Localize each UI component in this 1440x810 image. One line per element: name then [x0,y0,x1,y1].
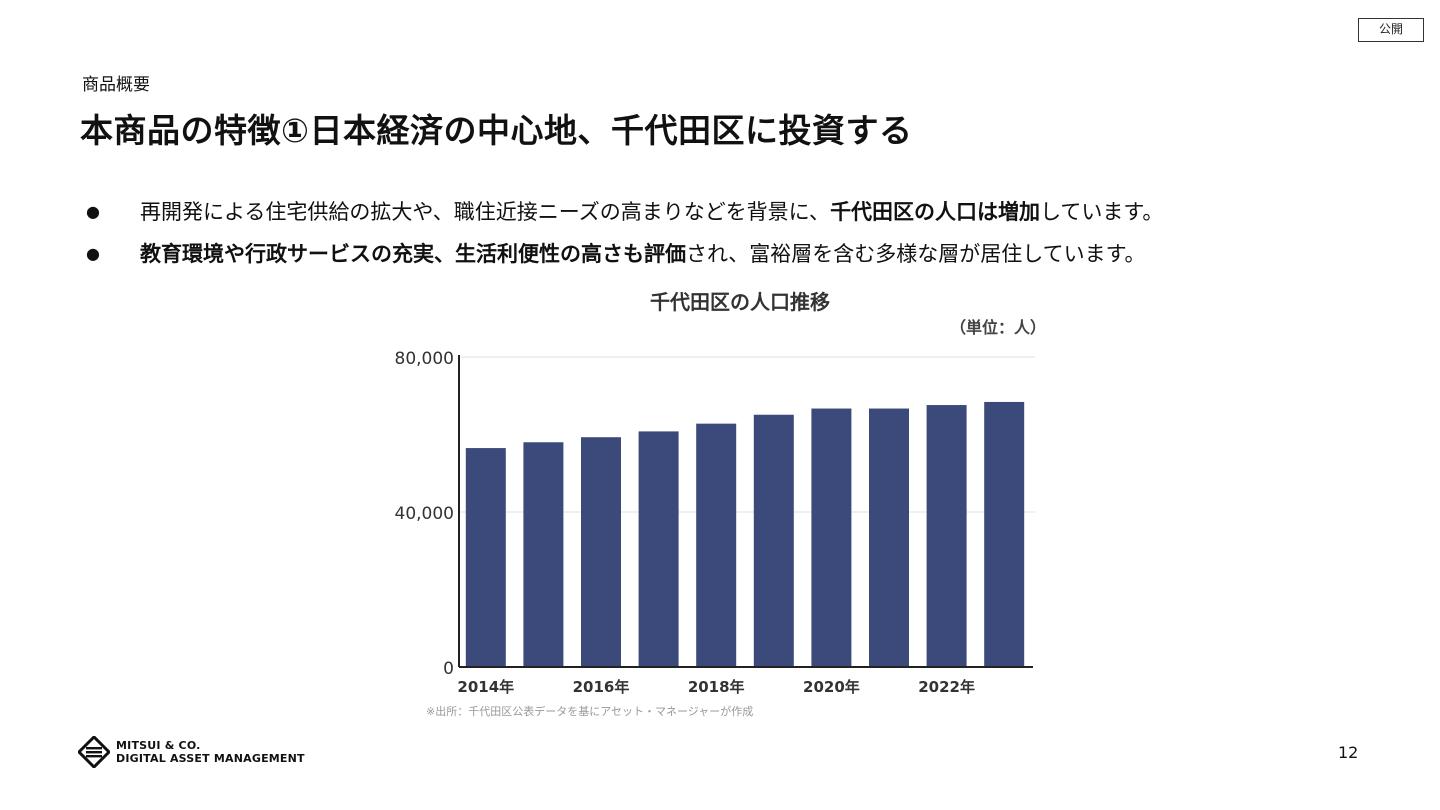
mitsui-logo-icon [78,736,110,768]
bar [523,442,564,667]
population-chart: 千代田区の人口推移 （単位：人） 0 40,000 80,000 2014年 2016年… [380,280,1060,725]
x-tick-label: 2022年 [918,678,975,696]
y-tick-label: 40,000 [395,504,454,524]
x-tick-label: 2018年 [688,678,745,696]
bullet-item: ● 教育環境や行政サービスの充実、生活利便性の高さも評価され、富裕層を含む多様な… [86,232,1163,274]
bar [926,405,967,667]
bar [696,423,737,667]
bullet-dot-icon: ● [86,201,100,221]
source-note: ※出所：千代田区公表データを基にアセット・マネージャーが作成 [426,705,754,718]
logo-text: MITSUI & CO. DIGITAL ASSET MANAGEMENT [116,739,305,765]
chart-unit-label: （単位：人） [949,318,1046,337]
bar [465,448,506,667]
bar-chart-canvas: 0 40,000 80,000 2014年 2016年 2018年 2020年 2022年 [395,349,1035,696]
bullet-text: 再開発による住宅供給の拡大や、職住近接ニーズの高まりなどを背景に、千代田区の人口… [140,200,1164,224]
bar [984,401,1025,667]
company-logo: MITSUI & CO. DIGITAL ASSET MANAGEMENT [78,736,305,768]
bar [638,431,679,667]
public-badge: 公開 [1358,18,1424,42]
bullet-list: ● 再開発による住宅供給の拡大や、職住近接ニーズの高まりなどを背景に、千代田区の… [86,190,1163,274]
bullet-dot-icon: ● [86,243,100,263]
bar [753,414,794,667]
x-tick-label: 2020年 [803,678,860,696]
bullet-text: 教育環境や行政サービスの充実、生活利便性の高さも評価され、富裕層を含む多様な層が… [140,242,1146,266]
chart-title: 千代田区の人口推移 [650,290,830,314]
y-tick-label: 0 [443,659,454,679]
bullet-item: ● 再開発による住宅供給の拡大や、職住近接ニーズの高まりなどを背景に、千代田区の… [86,190,1163,232]
x-tick-label: 2014年 [457,678,514,696]
bar [581,437,621,667]
bar [811,408,852,667]
x-tick-label: 2016年 [573,678,630,696]
page-number: 12 [1338,743,1359,762]
section-label: 商品概要 [82,75,150,95]
y-tick-label: 80,000 [395,349,454,369]
page-title: 本商品の特徴①日本経済の中心地、千代田区に投資する [80,111,913,150]
bar [869,408,909,667]
